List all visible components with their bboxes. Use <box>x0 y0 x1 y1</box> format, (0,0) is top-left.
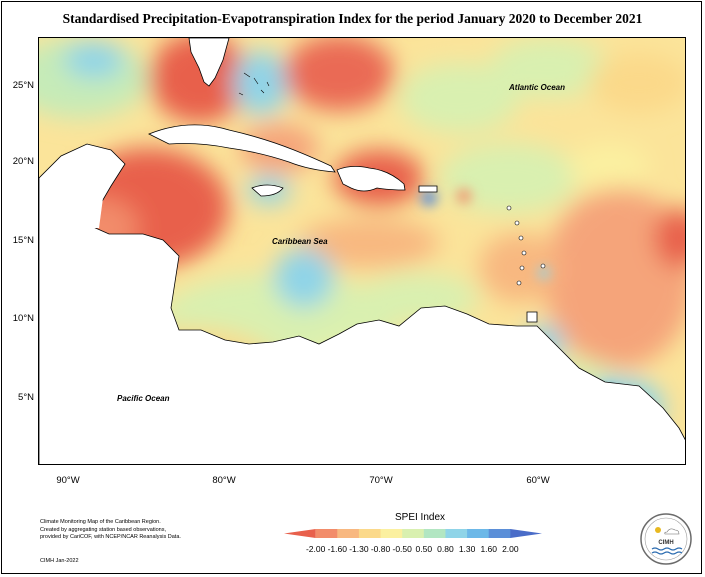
spei-map-canvas: Atlantic Ocean Caribbean Sea Pacific Oce… <box>39 38 685 464</box>
lat-label-5n: 5°N <box>18 392 34 403</box>
land <box>39 38 685 464</box>
lon-label-90w: 90°W <box>56 475 80 486</box>
land-hispaniola <box>336 166 406 192</box>
legend-swatch <box>315 529 338 538</box>
legend-tick-label: -1.30 <box>349 544 369 554</box>
legend-swatch <box>402 529 425 538</box>
legend-swatch <box>467 529 490 538</box>
legend-swatch <box>284 529 316 538</box>
cimh-logo: CIMH <box>640 513 692 565</box>
legend-tick-label: 0.50 <box>416 544 433 554</box>
legend-swatch <box>423 529 446 538</box>
wave-icon <box>651 547 683 551</box>
label-atlantic-ocean: Atlantic Ocean <box>508 83 565 92</box>
legend-tick-label: -2.00 <box>306 544 326 554</box>
land-trinidad <box>526 311 538 323</box>
legend-bar-group <box>284 529 542 538</box>
land-jamaica <box>251 184 284 197</box>
land-florida <box>188 38 230 87</box>
lon-label-60w: 60°W <box>526 475 550 486</box>
legend-swatch <box>358 529 382 538</box>
spei-map: Atlantic Ocean Caribbean Sea Pacific Oce… <box>38 37 686 465</box>
bahamas <box>238 72 270 96</box>
legend-swatch <box>488 529 511 538</box>
credit-line-1: Climate Monitoring Map of the Caribbean … <box>40 519 161 525</box>
legend-tick-label: -1.60 <box>328 544 348 554</box>
legend-swatch <box>445 529 468 538</box>
land-cuba <box>148 124 336 173</box>
credit-date: CIMH Jan-2022 <box>40 558 79 564</box>
lat-label-20n: 20°N <box>12 156 34 167</box>
logo-text: CIMH <box>658 540 673 546</box>
legend-tick-label: 1.30 <box>459 544 476 554</box>
legend-tick-label: -0.50 <box>392 544 412 554</box>
legend-tick-label: 2.00 <box>502 544 519 554</box>
sun-icon <box>655 527 661 533</box>
lat-label-15n: 15°N <box>12 235 34 246</box>
cloud-icon <box>664 528 680 535</box>
legend-swatch <box>510 529 542 538</box>
map-title: Standardised Precipitation-Evapotranspir… <box>62 11 643 26</box>
credit-line-3: provided by CariCOF, with NCEP/NCAR Rean… <box>40 534 181 540</box>
legend-title: SPEI Index <box>394 512 446 523</box>
label-caribbean-sea: Caribbean Sea <box>272 237 328 246</box>
lesser-antilles <box>506 205 546 286</box>
legend-tick-label: 1.60 <box>480 544 497 554</box>
legend-swatch <box>380 529 403 538</box>
credit-line-2: Created by aggregating station based obs… <box>40 526 166 533</box>
legend-colorbar: -2.00 -1.60 -1.30 -0.80 -0.50 0.50 0.80 1.30 1.6… <box>284 529 542 554</box>
lat-label-10n: 10°N <box>12 313 34 324</box>
land-puerto-rico <box>418 185 438 193</box>
legend-tick-label: -0.80 <box>371 544 391 554</box>
lon-label-80w: 80°W <box>212 475 236 486</box>
legend-tick-label: 0.80 <box>437 544 454 554</box>
credits: Climate Monitoring Map of the Caribbean … <box>40 519 220 542</box>
legend-ticks-group: -2.00 -1.60 -1.30 -0.80 -0.50 0.50 0.80 1.30 1.6… <box>306 544 519 554</box>
label-pacific-ocean: Pacific Ocean <box>117 394 170 403</box>
lat-label-25n: 25°N <box>12 80 34 91</box>
lon-label-70w: 70°W <box>369 475 393 486</box>
legend-swatch <box>337 529 360 538</box>
